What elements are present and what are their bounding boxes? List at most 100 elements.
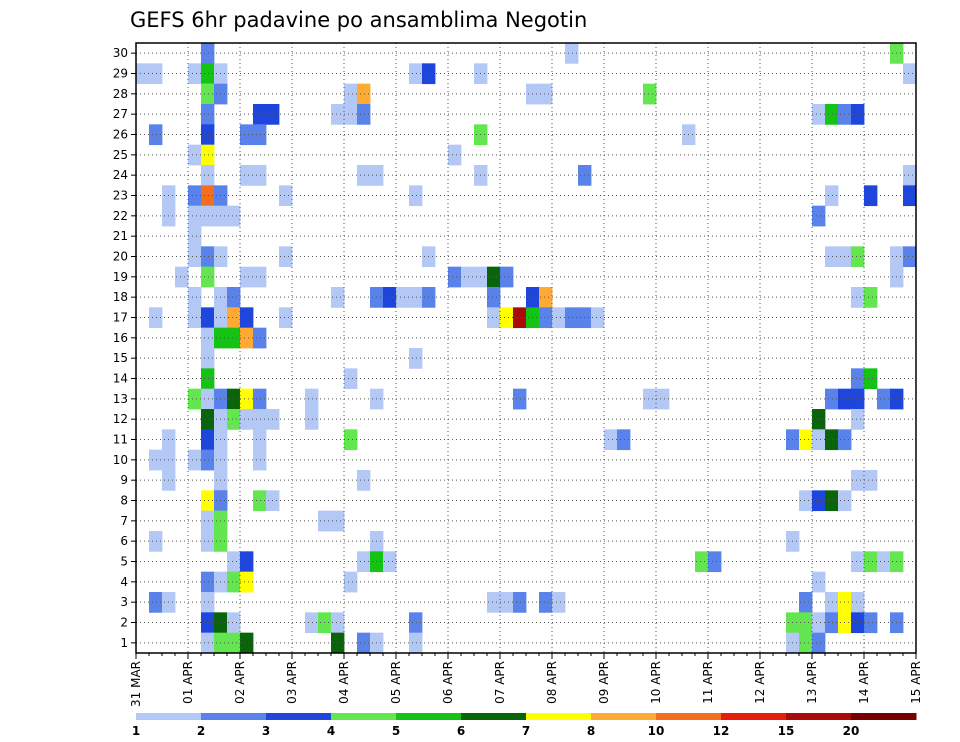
y-tick-label: 26 bbox=[113, 128, 128, 142]
heatmap-cell bbox=[240, 571, 254, 593]
y-tick-label: 18 bbox=[113, 290, 128, 304]
heatmap-cell bbox=[877, 388, 891, 410]
heatmap-cell bbox=[877, 551, 891, 573]
heatmap-cell bbox=[188, 246, 202, 268]
heatmap-cell bbox=[617, 429, 631, 451]
heatmap-cell bbox=[188, 144, 202, 166]
heatmap-cell bbox=[201, 490, 215, 512]
heatmap-cell bbox=[825, 388, 839, 410]
heatmap-cell bbox=[201, 429, 215, 451]
heatmap-cell bbox=[409, 287, 423, 308]
heatmap-cell bbox=[253, 409, 267, 430]
heatmap-cell bbox=[812, 490, 826, 512]
y-tick-label: 30 bbox=[113, 46, 128, 60]
heatmap-cell bbox=[227, 551, 241, 573]
heatmap-cell bbox=[500, 307, 514, 329]
heatmap-cell bbox=[188, 287, 202, 308]
heatmap-cell bbox=[409, 348, 423, 369]
colorbar-swatch bbox=[656, 713, 722, 720]
colorbar-swatch bbox=[786, 713, 852, 720]
y-tick-label: 2 bbox=[120, 616, 128, 630]
y-tick-label: 25 bbox=[113, 148, 128, 162]
heatmap-cell bbox=[240, 388, 254, 410]
y-tick-label: 15 bbox=[113, 351, 128, 365]
y-tick-label: 23 bbox=[113, 189, 128, 203]
heatmap-cell bbox=[539, 592, 553, 613]
heatmap-cell bbox=[227, 632, 241, 654]
y-tick-label: 24 bbox=[113, 168, 128, 182]
colorbar-swatch bbox=[201, 713, 267, 720]
heatmap-cell bbox=[227, 327, 241, 349]
heatmap-cell bbox=[201, 571, 215, 593]
y-tick-label: 6 bbox=[120, 534, 128, 548]
heatmap-cell bbox=[279, 185, 293, 207]
heatmap-cell bbox=[227, 307, 241, 329]
heatmap-cell bbox=[201, 348, 215, 369]
heatmap-cell bbox=[240, 266, 254, 288]
heatmap-cell bbox=[136, 63, 150, 85]
heatmap-cell bbox=[344, 571, 358, 593]
heatmap-cell bbox=[253, 327, 267, 349]
heatmap-cell bbox=[188, 307, 202, 329]
heatmap-cell bbox=[201, 388, 215, 410]
heatmap-cell bbox=[201, 307, 215, 329]
heatmap-cell bbox=[240, 551, 254, 573]
heatmap-cell bbox=[201, 449, 215, 471]
heatmap-cell bbox=[708, 551, 722, 573]
colorbar-label: 8 bbox=[587, 724, 595, 738]
heatmap-cell bbox=[513, 592, 527, 613]
heatmap-cell bbox=[201, 104, 215, 125]
x-tick-label: 13 APR bbox=[805, 661, 819, 704]
colorbar-swatch bbox=[526, 713, 592, 720]
heatmap-cell bbox=[461, 266, 475, 288]
heatmap-cell bbox=[201, 43, 215, 64]
colorbar: 1 2 3 4 5 6 7 8 10 12 15 20 bbox=[132, 713, 917, 738]
y-tick-label: 29 bbox=[113, 67, 128, 81]
heatmap-cell bbox=[201, 592, 215, 613]
x-tick-label: 31 MAR bbox=[129, 661, 143, 707]
y-tick-label: 16 bbox=[113, 331, 128, 345]
x-tick-label: 02 APR bbox=[233, 661, 247, 704]
heatmap-cell bbox=[253, 266, 267, 288]
heatmap-cell bbox=[357, 551, 371, 573]
heatmap-cell bbox=[357, 83, 371, 105]
colorbar-label: 2 bbox=[197, 724, 205, 738]
heatmap-cell bbox=[188, 185, 202, 207]
heatmap-cell bbox=[305, 612, 319, 634]
y-axis: 1234567891011121314151617181920212223242… bbox=[113, 46, 136, 650]
heatmap-cell bbox=[357, 632, 371, 654]
heatmap-cell bbox=[240, 327, 254, 349]
heatmap-cell bbox=[227, 205, 241, 227]
heatmap-cell bbox=[201, 185, 215, 207]
heatmap-cell bbox=[227, 612, 241, 634]
y-tick-label: 8 bbox=[120, 494, 128, 508]
heatmap-cell bbox=[903, 246, 917, 268]
heatmap-cell bbox=[643, 388, 657, 410]
heatmap-cell bbox=[357, 165, 371, 186]
heatmap-cell bbox=[825, 246, 839, 268]
heatmap-cell bbox=[201, 510, 215, 532]
heatmap-cell bbox=[825, 612, 839, 634]
x-tick-label: 01 APR bbox=[181, 661, 195, 704]
heatmap-cell bbox=[149, 307, 163, 329]
heatmap-cell bbox=[188, 205, 202, 227]
heatmap-cell bbox=[396, 287, 410, 308]
heatmap-cell bbox=[864, 470, 878, 491]
heatmap-cell bbox=[253, 388, 267, 410]
heatmap-cell bbox=[331, 632, 345, 654]
heatmap-cell bbox=[240, 632, 254, 654]
heatmap-cell bbox=[500, 592, 514, 613]
heatmap-cell bbox=[357, 104, 371, 125]
heatmap-cell bbox=[149, 63, 163, 85]
x-tick-label: 11 APR bbox=[701, 661, 715, 704]
heatmap-cell bbox=[799, 490, 813, 512]
colorbar-label: 7 bbox=[522, 724, 530, 738]
heatmap-cell bbox=[279, 307, 293, 329]
y-tick-label: 20 bbox=[113, 250, 128, 264]
heatmap-cell bbox=[240, 124, 254, 146]
colorbar-label: 4 bbox=[327, 724, 335, 738]
heatmap-cell bbox=[201, 144, 215, 166]
heatmap-cell bbox=[201, 63, 215, 85]
heatmap-cell bbox=[851, 592, 865, 613]
